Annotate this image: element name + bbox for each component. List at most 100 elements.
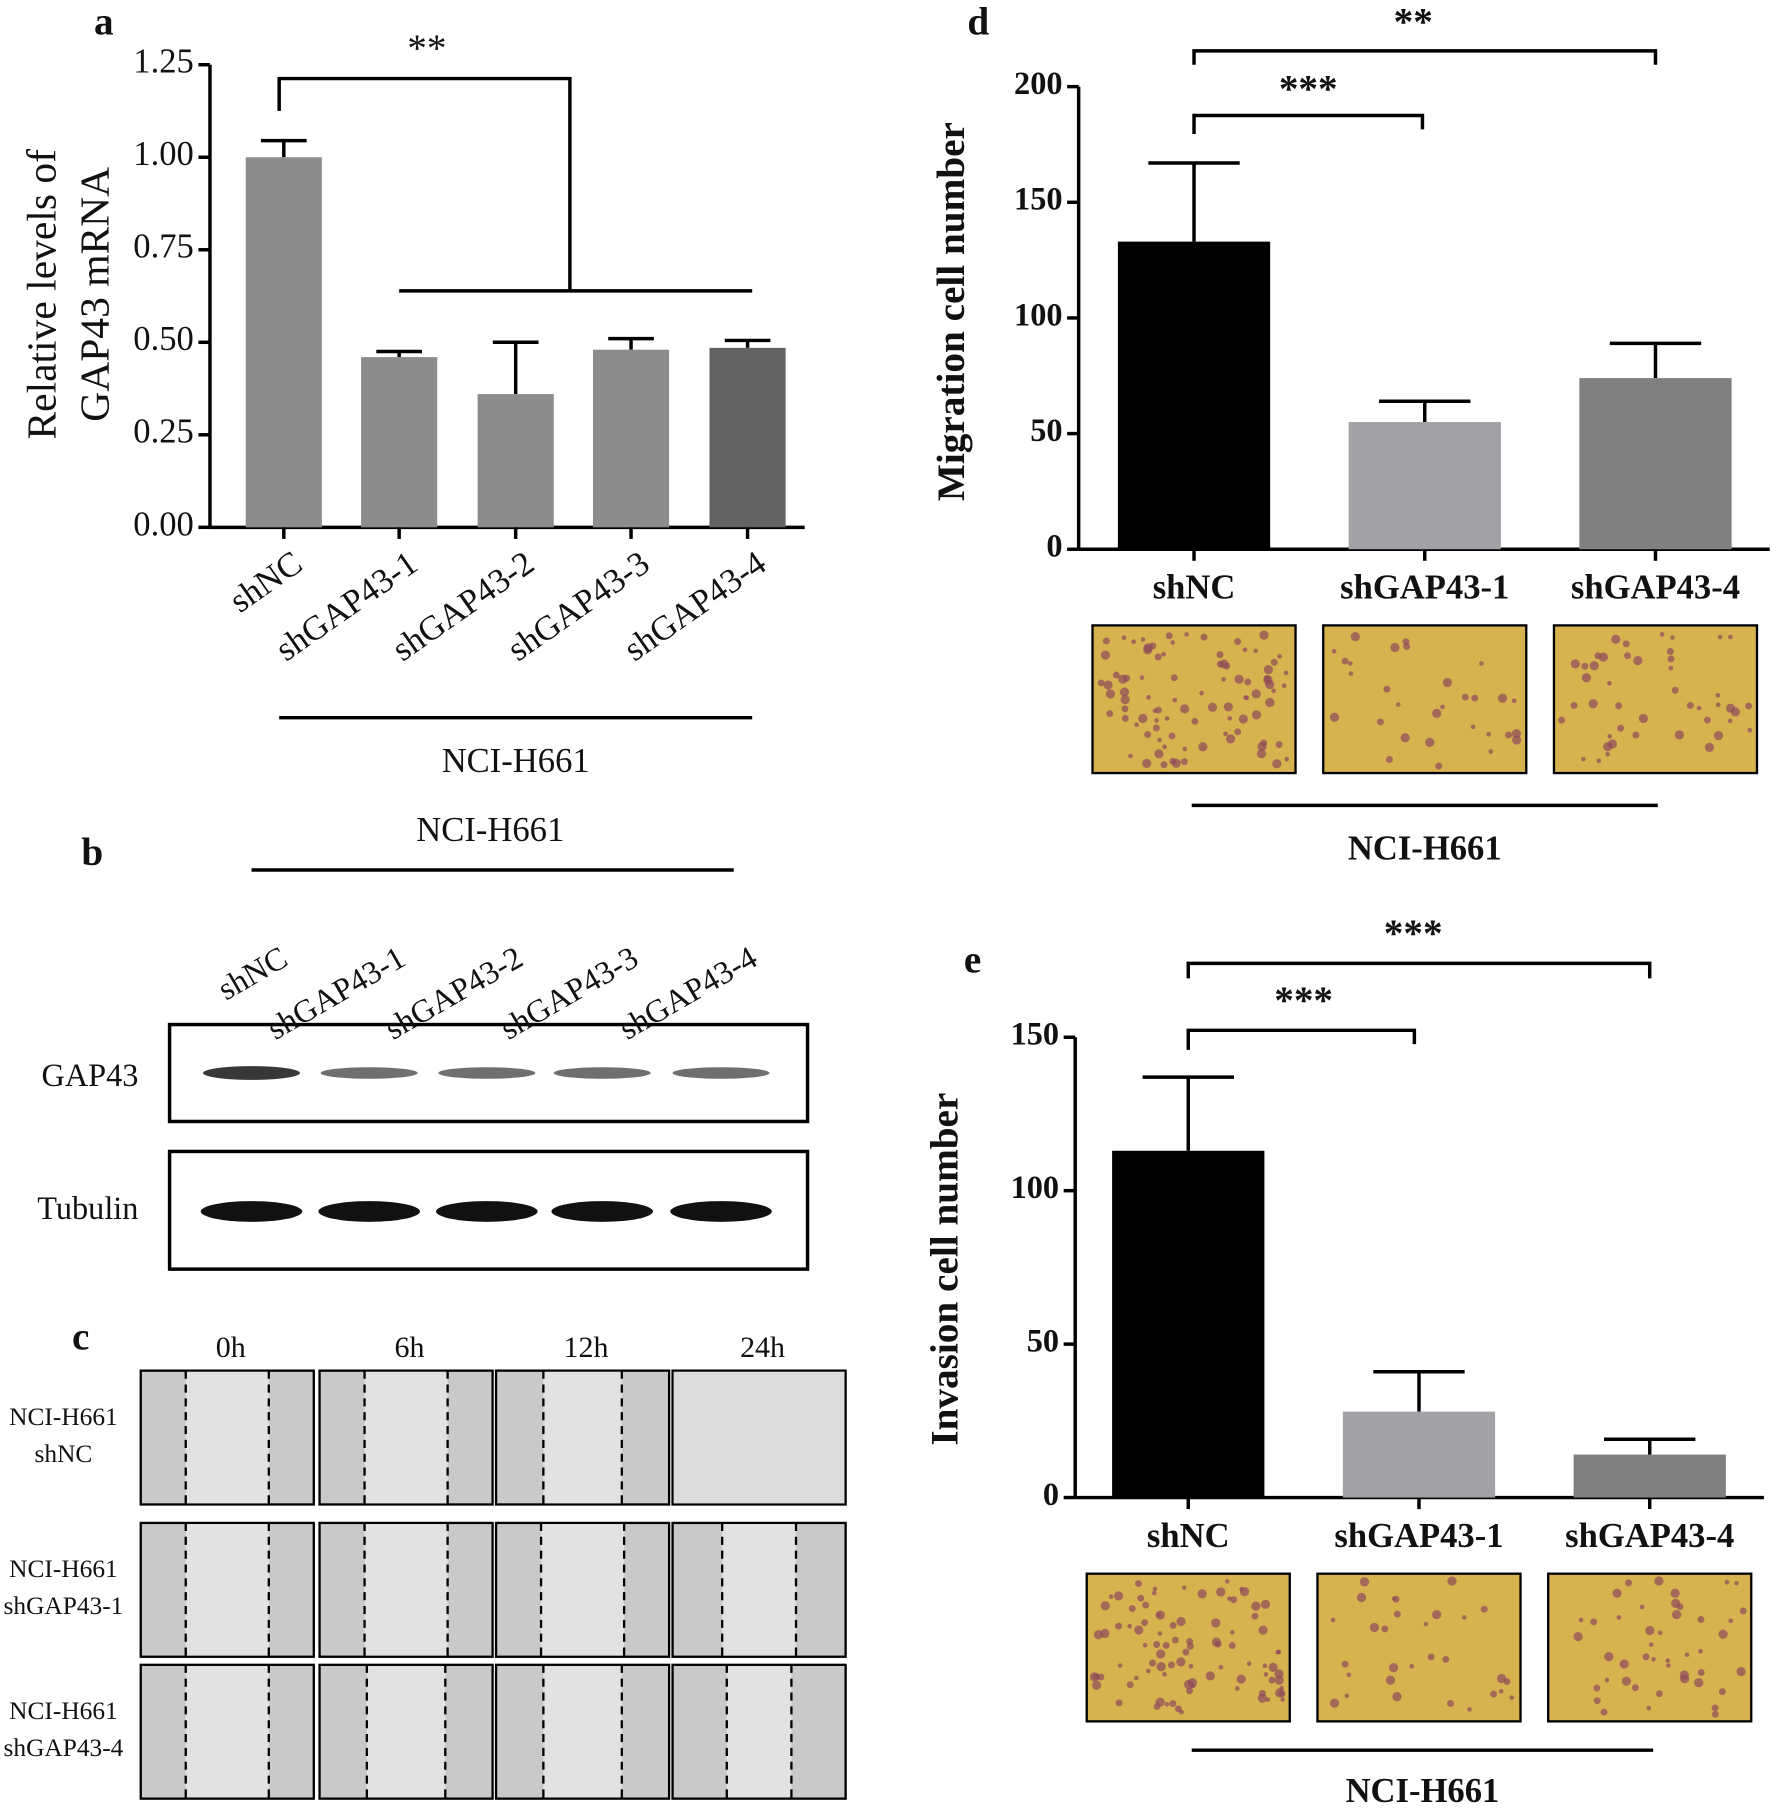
y-tick-label: 0: [1043, 1476, 1059, 1512]
cell: [1181, 1585, 1187, 1590]
cell: [1341, 657, 1349, 665]
y-axis-title: Relative levels of: [19, 149, 65, 440]
micrograph: [1085, 1572, 1291, 1723]
band: [320, 1067, 418, 1079]
cell: [1153, 1703, 1161, 1711]
cell: [1128, 1605, 1136, 1612]
cell: [1619, 1659, 1629, 1669]
cell: [1113, 1591, 1124, 1601]
cell: [1146, 695, 1151, 700]
cell: [1392, 1692, 1402, 1702]
cell: [1600, 1708, 1608, 1716]
cell: [1496, 1673, 1507, 1684]
cell: [1385, 756, 1393, 763]
cell: [1639, 1604, 1645, 1610]
x-tick-label: shGAP43-4: [1565, 1517, 1734, 1555]
micrograph: [1316, 1572, 1522, 1723]
blot-row-label: Tubulin: [37, 1190, 138, 1226]
cell: [1388, 1663, 1399, 1673]
cell: [1330, 1617, 1336, 1623]
cell: [1283, 670, 1289, 676]
bar: [1348, 422, 1501, 550]
cell: [1271, 688, 1276, 694]
group-label: NCI-H661: [442, 742, 590, 780]
cell: [1745, 702, 1753, 710]
band: [553, 1067, 651, 1079]
cell: [1281, 683, 1287, 688]
cell: [1670, 1588, 1680, 1598]
cell: [1383, 685, 1391, 693]
significance-label: **: [1394, 0, 1433, 43]
bar: [709, 347, 786, 528]
cell: [1160, 761, 1168, 769]
cell: [1270, 658, 1278, 666]
cell: [1242, 647, 1248, 652]
cell: [1216, 1587, 1226, 1597]
cell: [1268, 1676, 1276, 1684]
band: [551, 1201, 653, 1222]
cell: [1686, 701, 1694, 709]
cell: [1694, 1678, 1704, 1688]
cell: [1089, 1672, 1100, 1682]
cell: [1162, 744, 1167, 750]
cell: [1717, 634, 1723, 640]
cell: [1696, 705, 1702, 711]
cell: [1251, 710, 1262, 720]
cell: [1168, 732, 1176, 740]
cell: [1284, 756, 1290, 762]
cell: [1648, 1642, 1654, 1647]
cell: [1260, 1599, 1271, 1610]
cell: [1128, 753, 1133, 759]
cell: [1176, 1657, 1186, 1667]
bar: [477, 394, 554, 528]
y-tick-label: 0.25: [133, 413, 194, 451]
cell: [1169, 1621, 1177, 1629]
cell: [1190, 1683, 1196, 1689]
wound-gap: [364, 1371, 448, 1504]
band: [318, 1201, 420, 1222]
cell: [1211, 1618, 1221, 1628]
wound-gap: [185, 1524, 269, 1656]
cell: [1263, 1672, 1269, 1677]
cell: [1244, 678, 1252, 686]
cell: [1590, 1618, 1598, 1626]
bar: [1573, 1454, 1726, 1498]
cell: [1668, 665, 1674, 671]
cell: [1277, 654, 1282, 659]
cell: [1615, 702, 1623, 710]
cell: [1674, 730, 1685, 740]
cell: [1234, 638, 1242, 645]
cell: [1645, 1625, 1655, 1636]
cell: [1442, 1655, 1450, 1663]
cell: [1588, 699, 1598, 709]
cell: [1665, 1658, 1671, 1663]
cell: [1263, 664, 1274, 675]
significance-bracket: [1192, 49, 1658, 65]
cell: [1671, 1598, 1681, 1608]
cell: [1223, 702, 1233, 712]
y-tick-label: 0.75: [133, 228, 194, 266]
bar: [592, 349, 670, 528]
significance-label: ***: [1384, 912, 1443, 955]
cell: [1402, 638, 1410, 646]
cell: [1728, 1618, 1734, 1624]
cell: [1157, 737, 1162, 743]
y-tick-label: 200: [1014, 65, 1062, 101]
cell: [1589, 661, 1599, 671]
panel-label: a: [94, 0, 114, 43]
micrograph-frame: [1552, 624, 1759, 775]
wound-gap: [543, 1371, 622, 1504]
cell: [1238, 714, 1248, 724]
cell: [1558, 716, 1566, 724]
cell: [1180, 758, 1188, 766]
cell: [1704, 742, 1715, 753]
cell: [1186, 1687, 1194, 1695]
cell: [1423, 1621, 1429, 1627]
cell: [1139, 675, 1145, 680]
cell: [1724, 1579, 1730, 1585]
bar: [1112, 1150, 1265, 1498]
cell: [1126, 1681, 1134, 1689]
cell: [1243, 695, 1248, 700]
cell: [1134, 722, 1139, 728]
cell: [1182, 746, 1188, 752]
